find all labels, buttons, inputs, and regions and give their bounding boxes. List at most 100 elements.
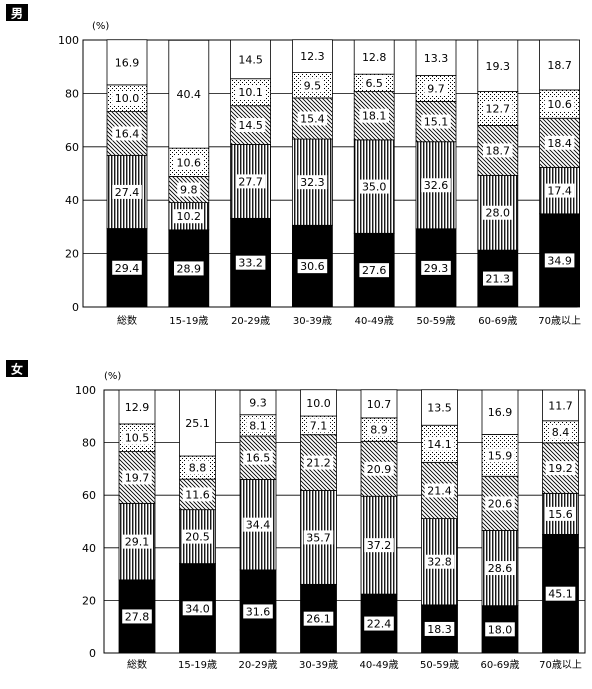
data-label: 10.2	[177, 210, 202, 223]
data-label: 14.1	[427, 438, 452, 451]
data-label-bg	[421, 114, 451, 129]
data-label-bg	[297, 259, 328, 274]
female-chart-panel: 女 (%) 0 20 40 60 80 100 27.8 29.1 19.7 10.5 12.9 総数 34…	[6, 360, 586, 671]
x-category-label: 30-39歳	[293, 315, 332, 327]
y-tick-label: 100	[75, 384, 96, 397]
data-label-bg	[483, 271, 513, 286]
data-label: 21.3	[486, 273, 511, 286]
data-label: 21.4	[427, 484, 452, 497]
data-label-bg	[544, 253, 575, 268]
data-label-bg	[424, 436, 455, 451]
data-label: 15.4	[300, 112, 325, 125]
x-category-label: 60-69歳	[478, 315, 517, 327]
bar-stack: 27.8 29.1 19.7 10.5 12.9	[118, 389, 156, 654]
data-label: 26.1	[306, 613, 331, 626]
x-category-label: 40-49歳	[355, 315, 394, 327]
data-label-bg	[545, 506, 576, 521]
bar-segment-white	[106, 39, 148, 86]
data-label-bg	[303, 611, 334, 626]
y-tick-label: 80	[82, 437, 96, 450]
data-label-bg	[424, 554, 455, 569]
bar-stack: 18.3 32.8 21.4 14.1 13.5	[421, 389, 458, 654]
data-label-bg	[544, 183, 575, 198]
data-label: 11.6	[185, 488, 210, 501]
chart-title: 男	[11, 7, 23, 21]
data-label: 10.0	[115, 92, 140, 105]
y-tick-label: 40	[65, 194, 79, 207]
data-label: 10.5	[125, 432, 150, 445]
bar-segment-white	[291, 39, 333, 73]
chart-title-badge: 女	[6, 360, 28, 377]
data-label-bg	[177, 182, 201, 197]
data-label-bg	[235, 85, 266, 100]
data-label: 8.9	[370, 424, 388, 437]
data-label-bg	[483, 205, 513, 220]
data-label: 9.8	[180, 184, 198, 197]
data-label: 19.3	[486, 60, 511, 73]
data-label: 12.3	[300, 50, 325, 63]
data-label-bg	[122, 470, 152, 485]
data-label: 15.9	[488, 449, 513, 462]
bar-segment-white	[353, 39, 395, 75]
data-label: 20.5	[185, 531, 210, 544]
data-label-bg	[122, 534, 152, 549]
data-label: 20.6	[488, 497, 513, 510]
x-category-label: 総数	[127, 658, 147, 671]
bar-segment-white	[360, 389, 398, 419]
data-label: 14.5	[238, 119, 263, 132]
data-label: 8.4	[552, 426, 570, 439]
y-tick-label: 20	[82, 594, 96, 607]
data-label: 33.2	[238, 257, 263, 270]
data-label: 18.0	[488, 623, 513, 636]
data-label: 16.9	[115, 56, 140, 69]
bar-stack: 29.3 32.6 15.1 9.7 13.3	[415, 39, 457, 308]
data-label-bg	[112, 126, 142, 141]
data-label-bg	[297, 111, 328, 126]
male-chart-panel: 男 (%) 0 20 40 60 80 100 29.4 27.4 16.4 10.0 16.9 総数 28…	[6, 4, 581, 327]
bar-segment-white	[239, 389, 277, 416]
data-label-bg	[424, 621, 455, 636]
data-label: 15.6	[548, 508, 573, 521]
bar-stack: 30.6 32.3 15.4 9.5 12.3	[291, 39, 333, 308]
bar-segment-white	[477, 39, 519, 92]
data-label: 32.6	[424, 179, 449, 192]
data-label: 16.4	[115, 127, 140, 140]
data-label: 6.5	[365, 77, 383, 90]
data-label-bg	[485, 496, 515, 511]
data-label: 10.1	[238, 86, 263, 99]
data-label: 19.7	[125, 471, 150, 484]
data-label-bg	[544, 97, 575, 112]
data-label-bg	[246, 418, 270, 433]
data-label-bg	[303, 455, 334, 470]
data-label: 40.4	[177, 88, 202, 101]
data-label-bg	[421, 260, 451, 275]
data-label-bg	[544, 135, 575, 150]
x-category-label: 15-19歳	[169, 315, 208, 327]
data-label-bg	[235, 255, 266, 270]
data-label: 15.1	[424, 116, 449, 129]
bar-segment-white	[300, 389, 337, 417]
bar-stack: 21.3 28.0 18.7 12.7 19.3	[477, 39, 519, 308]
data-label: 12.8	[362, 51, 387, 64]
data-label-bg	[306, 418, 331, 433]
data-label: 9.5	[304, 79, 322, 92]
data-label: 28.0	[486, 207, 511, 220]
bar-stack: 18.0 28.6 20.6 15.9 16.9	[481, 389, 519, 654]
data-label: 13.5	[427, 401, 452, 414]
data-label-bg	[112, 184, 142, 199]
data-label: 12.7	[486, 102, 511, 115]
y-tick-label: 20	[65, 248, 79, 261]
y-unit-label: (%)	[104, 371, 121, 382]
data-label-bg	[485, 561, 515, 576]
x-category-label: 70歳以上	[539, 659, 582, 671]
data-label-bg	[182, 529, 213, 544]
data-label: 10.6	[177, 156, 202, 169]
data-label-bg	[122, 430, 152, 445]
x-category-label: 30-39歳	[299, 659, 338, 671]
bar-stack: 34.0 20.5 11.6 8.8 25.1	[179, 389, 216, 654]
bar-stack: 28.9 10.2 9.8 10.6 40.4	[168, 39, 210, 308]
data-label: 12.9	[125, 401, 150, 414]
data-label: 25.1	[185, 417, 210, 430]
y-tick-label: 100	[58, 34, 79, 47]
x-category-label: 60-69歳	[480, 659, 519, 671]
